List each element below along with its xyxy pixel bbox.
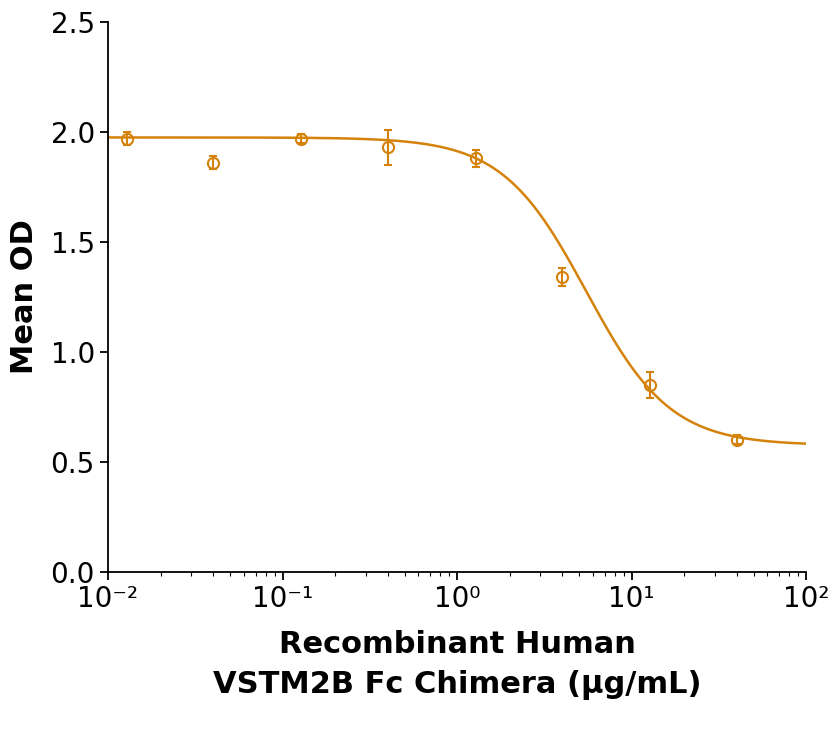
X-axis label: Recombinant Human
VSTM2B Fc Chimera (μg/mL): Recombinant Human VSTM2B Fc Chimera (μg/… — [213, 630, 701, 700]
Y-axis label: Mean OD: Mean OD — [10, 219, 39, 375]
